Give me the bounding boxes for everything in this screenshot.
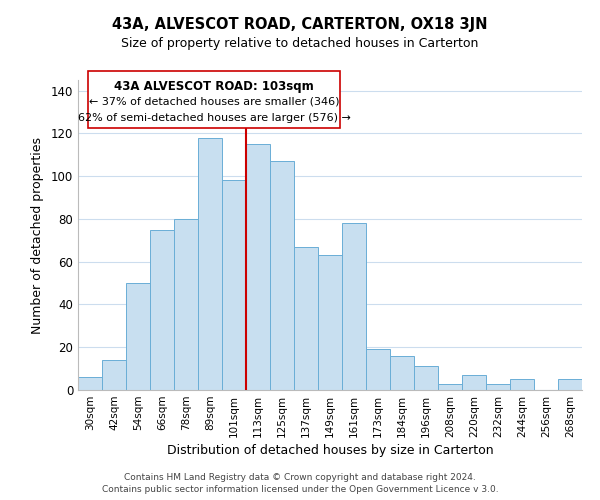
Bar bbox=[510, 380, 534, 390]
Bar bbox=[486, 384, 510, 390]
Bar bbox=[126, 283, 150, 390]
Bar bbox=[198, 138, 222, 390]
Bar bbox=[102, 360, 126, 390]
Y-axis label: Number of detached properties: Number of detached properties bbox=[31, 136, 44, 334]
Bar bbox=[150, 230, 174, 390]
Text: 62% of semi-detached houses are larger (576) →: 62% of semi-detached houses are larger (… bbox=[77, 113, 350, 123]
Bar bbox=[366, 350, 390, 390]
Bar bbox=[78, 377, 102, 390]
Text: Contains HM Land Registry data © Crown copyright and database right 2024.: Contains HM Land Registry data © Crown c… bbox=[124, 474, 476, 482]
Text: 43A ALVESCOT ROAD: 103sqm: 43A ALVESCOT ROAD: 103sqm bbox=[114, 80, 314, 93]
Bar bbox=[174, 219, 198, 390]
Bar bbox=[390, 356, 414, 390]
FancyBboxPatch shape bbox=[88, 70, 340, 128]
Bar bbox=[558, 380, 582, 390]
Bar bbox=[414, 366, 438, 390]
Text: ← 37% of detached houses are smaller (346): ← 37% of detached houses are smaller (34… bbox=[89, 96, 340, 106]
X-axis label: Distribution of detached houses by size in Carterton: Distribution of detached houses by size … bbox=[167, 444, 493, 457]
Text: Contains public sector information licensed under the Open Government Licence v : Contains public sector information licen… bbox=[101, 485, 499, 494]
Text: Size of property relative to detached houses in Carterton: Size of property relative to detached ho… bbox=[121, 38, 479, 51]
Bar bbox=[462, 375, 486, 390]
Bar bbox=[342, 223, 366, 390]
Bar bbox=[222, 180, 246, 390]
Bar bbox=[294, 247, 318, 390]
Bar bbox=[318, 256, 342, 390]
Bar bbox=[438, 384, 462, 390]
Text: 43A, ALVESCOT ROAD, CARTERTON, OX18 3JN: 43A, ALVESCOT ROAD, CARTERTON, OX18 3JN bbox=[112, 18, 488, 32]
Bar bbox=[270, 161, 294, 390]
Bar bbox=[246, 144, 270, 390]
